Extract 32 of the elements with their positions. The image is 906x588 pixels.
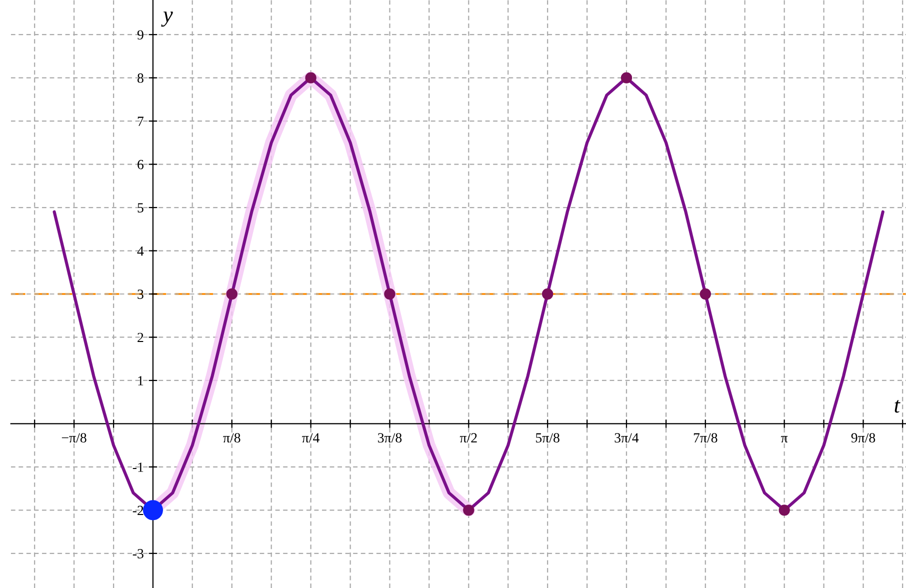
x-tick-label: −π/8 <box>62 433 86 443</box>
x-tick-label: π/4 <box>302 433 320 443</box>
x-tick-label: π <box>781 436 788 443</box>
x-tick-label: 3π/4 <box>614 433 639 443</box>
point <box>384 288 396 300</box>
x-tick-label: 7π/8 <box>694 433 718 443</box>
point <box>620 72 632 84</box>
x-tick-label: 9π/8 <box>851 433 876 443</box>
y-tick-label: 1 <box>138 376 144 386</box>
point <box>778 504 790 516</box>
point <box>700 288 712 300</box>
y-tick-label: -2 <box>132 506 144 515</box>
y-axis-title: y <box>161 12 173 27</box>
y-tick-label: 7 <box>138 116 144 126</box>
x-tick-label: π/2 <box>460 433 477 443</box>
y-tick-label: 5 <box>138 203 144 212</box>
point <box>463 504 474 516</box>
x-tick-label: 5π/8 <box>536 433 560 443</box>
y-tick-label: 9 <box>137 30 144 40</box>
point <box>226 288 238 300</box>
y-tick-label: -3 <box>132 549 144 558</box>
y-tick-label: 6 <box>138 160 144 170</box>
y-tick-label: 4 <box>137 246 144 256</box>
x-tick-label: π/8 <box>223 433 240 443</box>
y-tick-label: -1 <box>132 462 144 472</box>
point <box>542 288 554 300</box>
x-axis-title: t <box>894 400 900 413</box>
y-tick-label: 8 <box>138 73 144 83</box>
y-tick-label: 2 <box>138 332 144 342</box>
point <box>305 72 316 84</box>
point <box>142 500 163 520</box>
x-tick-label: 3π/8 <box>378 433 402 443</box>
